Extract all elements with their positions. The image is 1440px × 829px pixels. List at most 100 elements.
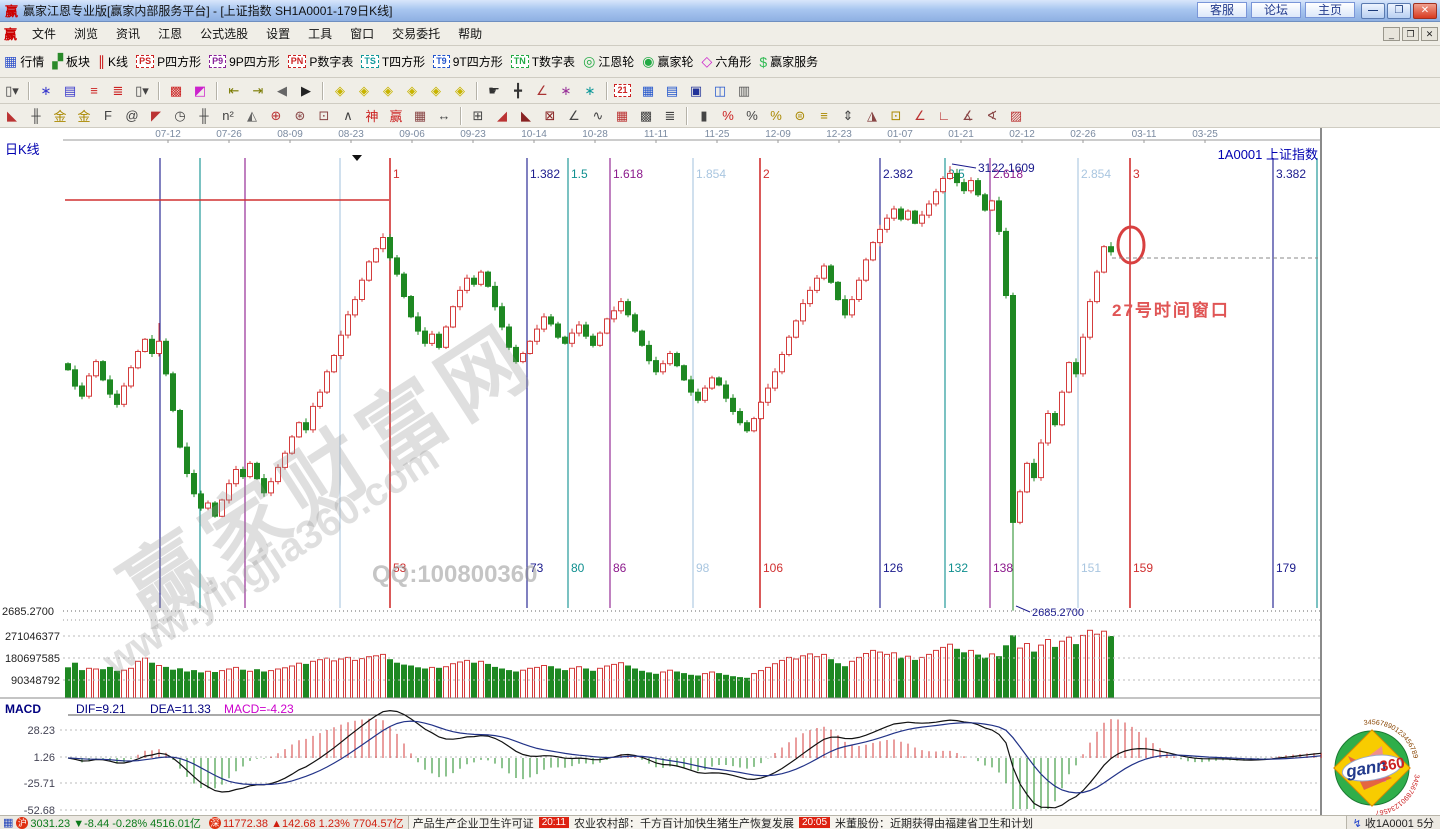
quotes-button[interactable]: ▦ 行情: [4, 53, 44, 70]
child-minimize-button[interactable]: _: [1383, 26, 1400, 41]
menu-item-浏览[interactable]: 浏览: [74, 27, 99, 41]
gann-wheel-button[interactable]: ◎ 江恩轮: [583, 53, 634, 70]
angle-ruler-tool[interactable]: ◭: [241, 106, 263, 126]
a-fan-tool[interactable]: ◮: [861, 106, 883, 126]
plain-fence-tool[interactable]: ╫: [193, 106, 215, 126]
shen-tool[interactable]: 神: [361, 106, 383, 126]
chart-style-dropdown[interactable]: ▯▾: [1, 81, 23, 101]
spiral-tool[interactable]: @: [121, 106, 143, 126]
titlebar-link-论坛[interactable]: 论坛: [1250, 2, 1301, 18]
arrow-updown-tool[interactable]: ⇕: [837, 106, 859, 126]
fan-red-tool[interactable]: ◢: [491, 106, 513, 126]
paint-knife-tool[interactable]: ◣: [1, 106, 23, 126]
square-web-tool[interactable]: ⊡: [313, 106, 335, 126]
angle-lines-tool[interactable]: ∠: [563, 106, 585, 126]
n2-fence-tool[interactable]: n²: [217, 106, 239, 126]
candle-dropdown[interactable]: ▯▾: [131, 81, 153, 101]
titlebar-link-客服[interactable]: 客服: [1196, 2, 1247, 18]
winner-service-button[interactable]: $ 赢家服务: [759, 53, 818, 70]
menu-item-窗口[interactable]: 窗口: [350, 27, 375, 41]
percent-bars-tool[interactable]: ▮: [693, 106, 715, 126]
percent-tool[interactable]: %: [741, 106, 763, 126]
menu-item-设置[interactable]: 设置: [266, 27, 291, 41]
menu-item-文件[interactable]: 文件: [32, 27, 57, 41]
crosshair-tool[interactable]: ╋: [507, 81, 529, 101]
grid-dark-tool[interactable]: ▩: [635, 106, 657, 126]
9p-square-button[interactable]: P9 9P四方形: [209, 53, 280, 70]
win-tool[interactable]: 赢: [385, 106, 407, 126]
info-panel-tool[interactable]: ▤: [59, 81, 81, 101]
gold-box-tool[interactable]: ⊡: [885, 106, 907, 126]
shanghai-index[interactable]: 3031.23 ▼-8.44 -0.28% 4516.01亿: [30, 817, 201, 829]
winner-wheel-button[interactable]: ◉ 赢家轮: [642, 53, 693, 70]
calculator-tool[interactable]: ▦: [637, 81, 659, 101]
grid-red-tool[interactable]: ▦: [611, 106, 633, 126]
time-circle-tool[interactable]: ◷: [169, 106, 191, 126]
f-angle-tool[interactable]: ∟: [933, 106, 955, 126]
indicator-tool[interactable]: ∗: [35, 81, 57, 101]
menu-item-帮助[interactable]: 帮助: [458, 27, 483, 41]
t-number-table-button[interactable]: TN T数字表: [510, 53, 575, 70]
gold-fence1-tool[interactable]: 金: [49, 106, 71, 126]
last-page-button[interactable]: ⇥: [247, 81, 269, 101]
j-angle-tool[interactable]: ∠: [909, 106, 931, 126]
hexagon-button[interactable]: ◇ 六角形: [702, 53, 752, 70]
star-web-tool[interactable]: ⊛: [289, 106, 311, 126]
fence-tool[interactable]: ╫: [25, 106, 47, 126]
gann-box-red-tool[interactable]: ▨: [1005, 106, 1027, 126]
angle-pen-tool[interactable]: ∠: [531, 81, 553, 101]
rise-lines-tool[interactable]: ∡: [957, 106, 979, 126]
gold-lines-tool[interactable]: ≡: [813, 106, 835, 126]
gold-circle-tool[interactable]: ⊜: [789, 106, 811, 126]
hand-tool[interactable]: ☛: [483, 81, 505, 101]
t-square-button[interactable]: TS T四方形: [361, 53, 425, 70]
p-number-table-button[interactable]: PN P数字表: [287, 53, 353, 70]
percent7-tool[interactable]: %: [717, 106, 739, 126]
gann-arrow-right[interactable]: ◈: [353, 81, 375, 101]
news-ticker[interactable]: 产品生产企业卫生许可证 20:11 农业农村部：千方百计加快生猪生产恢复发展 20:0…: [407, 816, 1346, 829]
first-page-button[interactable]: ⇤: [223, 81, 245, 101]
ruler-grid-tool[interactable]: ▦: [409, 106, 431, 126]
menu-item-交易委托[interactable]: 交易委托: [392, 27, 441, 41]
percent-line-tool[interactable]: %: [765, 106, 787, 126]
span-arrow-tool[interactable]: ↔: [433, 106, 455, 126]
p-square-button[interactable]: PS P四方形: [136, 53, 201, 70]
speed-lines-tool[interactable]: ∢: [981, 106, 1003, 126]
parallel-lines-tool[interactable]: ≣: [659, 106, 681, 126]
k-wave-tool[interactable]: ∧: [337, 106, 359, 126]
child-restore-button[interactable]: ❐: [1402, 26, 1419, 41]
prev-page-button[interactable]: ◀: [271, 81, 293, 101]
gann-arrow-x[interactable]: ◈: [401, 81, 423, 101]
f-fence-tool[interactable]: F: [97, 106, 119, 126]
save-tool[interactable]: ▣: [685, 81, 707, 101]
wave-line-tool[interactable]: ∿: [587, 106, 609, 126]
minimize-button[interactable]: —: [1361, 2, 1385, 19]
gold-fence2-tool[interactable]: 金: [73, 106, 95, 126]
9t-square-button[interactable]: T9 9T四方形: [433, 53, 503, 70]
sectors-button[interactable]: ▞ 板块: [52, 53, 90, 70]
pattern-red-tool[interactable]: ▩: [165, 81, 187, 101]
shenzhen-index[interactable]: 11772.38 ▲142.68 1.23% 7704.57亿: [222, 817, 404, 829]
color-chart-tool[interactable]: ◩: [189, 81, 211, 101]
circle-cross-tool[interactable]: ⊕: [265, 106, 287, 126]
restore-button[interactable]: ❐: [1387, 2, 1411, 19]
menu-item-公式选股[interactable]: 公式选股: [200, 27, 249, 41]
menu-item-资讯[interactable]: 资讯: [116, 27, 141, 41]
close-button[interactable]: ✕: [1413, 2, 1437, 19]
next-page-button[interactable]: ▶: [295, 81, 317, 101]
gann-arrow-all[interactable]: ◈: [425, 81, 447, 101]
box-frame-tool[interactable]: ⊞: [467, 106, 489, 126]
print-tool[interactable]: ▥: [733, 81, 755, 101]
gann-arrow-left[interactable]: ◈: [329, 81, 351, 101]
bars9-tool[interactable]: ≣: [107, 81, 129, 101]
gann-arrow-star[interactable]: ◈: [449, 81, 471, 101]
red-brush-tool[interactable]: ◤: [145, 106, 167, 126]
titlebar-link-主页[interactable]: 主页: [1304, 2, 1355, 18]
teal-pattern-tool[interactable]: ∗: [579, 81, 601, 101]
child-close-button[interactable]: ✕: [1421, 26, 1438, 41]
fan-shaded-tool[interactable]: ◣: [515, 106, 537, 126]
calendar-tool[interactable]: 21: [613, 81, 635, 101]
bars3-tool[interactable]: ≡: [83, 81, 105, 101]
quote-grid-icon[interactable]: ▦: [3, 817, 14, 829]
menu-item-工具[interactable]: 工具: [308, 27, 333, 41]
